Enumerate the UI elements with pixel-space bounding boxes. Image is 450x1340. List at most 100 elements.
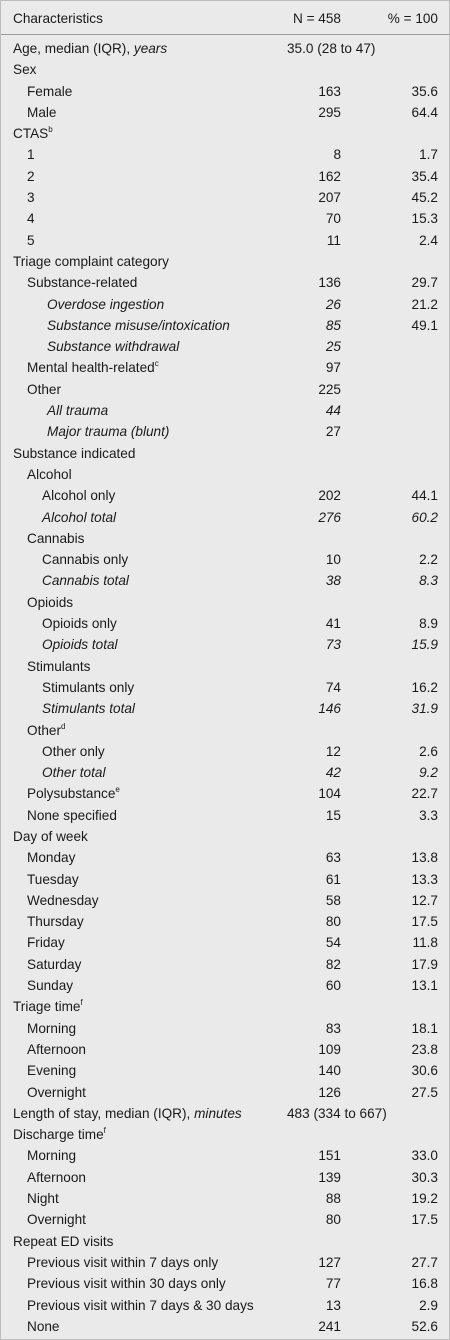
table-row: Repeat ED visits: [1, 1231, 449, 1252]
table-row: Overnight 126 27.5: [1, 1082, 449, 1103]
table-row: 3 207 45.2: [1, 187, 449, 208]
footnote-marker: c: [154, 359, 159, 369]
row-percent: 15.3: [411, 211, 438, 227]
table-row: Age, median (IQR), years 35.0 (28 to 47): [1, 38, 449, 59]
row-percent: 15.9: [411, 637, 438, 653]
row-label: Previous visit within 7 days & 30 days: [27, 1297, 254, 1313]
row-label: Other total: [42, 765, 106, 781]
header-n: N = 458: [293, 11, 341, 26]
row-label: Cannabis only: [42, 552, 129, 568]
row-percent: 12.7: [411, 892, 438, 908]
row-label: Polysubstancee: [27, 785, 120, 802]
row-label: None: [27, 1318, 60, 1334]
row-count: 74: [325, 679, 341, 695]
row-count: 12: [325, 743, 341, 759]
row-percent: 13.3: [411, 871, 438, 887]
table-row: Sunday 60 13.1: [1, 975, 449, 996]
table-row: Other 225: [1, 379, 449, 400]
row-label: Alcohol only: [42, 488, 116, 504]
table-row: Triage complaint category: [1, 251, 449, 272]
row-percent: 29.7: [411, 275, 438, 291]
row-percent: 16.8: [411, 1276, 438, 1292]
row-percent: 2.9: [419, 1297, 438, 1313]
row-label: Stimulants: [27, 658, 91, 674]
row-percent: 13.8: [411, 850, 438, 866]
row-percent: 31.9: [411, 701, 438, 717]
row-label: Overdose ingestion: [47, 296, 165, 312]
row-percent: 2.2: [419, 552, 438, 568]
row-label: Opioids: [27, 594, 74, 610]
row-count: 13: [325, 1297, 341, 1313]
row-label: 1: [27, 147, 35, 163]
table-row: Morning 83 18.1: [1, 1018, 449, 1039]
table-row: Overdose ingestion 26 21.2: [1, 294, 449, 315]
row-count: 27: [325, 424, 341, 440]
row-label: 4: [27, 211, 35, 227]
table-row: Other only 12 2.6: [1, 741, 449, 762]
row-count: 295: [318, 104, 341, 120]
row-label: Cannabis: [27, 530, 85, 546]
row-count: 126: [318, 1084, 341, 1100]
row-label: Substance-related: [27, 275, 138, 291]
row-label: Evening: [27, 1063, 77, 1079]
row-percent: 27.5: [411, 1084, 438, 1100]
row-percent: 3.3: [419, 807, 438, 823]
row-count: 202: [318, 488, 341, 504]
row-percent: 23.8: [411, 1041, 438, 1057]
table-row: Opioids only 41 8.9: [1, 613, 449, 634]
row-percent: 30.3: [411, 1169, 438, 1185]
row-count: 225: [318, 381, 341, 397]
row-label: Sunday: [27, 978, 74, 994]
table-row: Previous visit within 7 days & 30 days 13…: [1, 1295, 449, 1316]
footnote-marker: d: [61, 721, 66, 731]
row-count: 26: [325, 296, 341, 312]
row-label: Alcohol: [27, 466, 72, 482]
table-row: 1 8 1.7: [1, 144, 449, 165]
row-count: 8: [333, 147, 341, 163]
row-count: 140: [318, 1063, 341, 1079]
table-row: Substance withdrawal 25: [1, 336, 449, 357]
row-count: 60: [325, 978, 341, 994]
row-percent: 60.2: [411, 509, 438, 525]
row-percent: 1.7: [419, 147, 438, 163]
row-label: Triage timef: [13, 998, 83, 1015]
footnote-marker: e: [115, 785, 120, 795]
row-label: Female: [27, 83, 73, 99]
row-count: 88: [325, 1191, 341, 1207]
table-row: Cannabis total 38 8.3: [1, 570, 449, 591]
row-label: Night: [27, 1191, 59, 1207]
table-row: Other total 42 9.2: [1, 762, 449, 783]
row-percent: 13.1: [411, 978, 438, 994]
row-count: 151: [318, 1148, 341, 1164]
row-label: Alcohol total: [42, 509, 117, 525]
row-percent: 17.5: [411, 914, 438, 930]
table-row: Stimulants total 146 31.9: [1, 698, 449, 719]
row-summary-value: 483 (334 to 667): [287, 1105, 387, 1121]
table-row: Day of week: [1, 826, 449, 847]
table-row: Mental health-relatedc 97: [1, 357, 449, 378]
row-count: 97: [325, 360, 341, 376]
table-row: 5 11 2.4: [1, 230, 449, 251]
row-label: Opioids total: [42, 637, 118, 653]
row-label: Saturday: [27, 956, 82, 972]
table-row: Evening 140 30.6: [1, 1060, 449, 1081]
row-count: 136: [318, 275, 341, 291]
row-percent: 17.5: [411, 1212, 438, 1228]
table-row: Otherd: [1, 720, 449, 741]
row-label: 2: [27, 168, 35, 184]
table-row: 2 162 35.4: [1, 166, 449, 187]
row-count: 77: [325, 1276, 341, 1292]
row-label: Thursday: [27, 914, 84, 930]
table-row: Morning 151 33.0: [1, 1145, 449, 1166]
table-row: Cannabis only 10 2.2: [1, 549, 449, 570]
row-percent: 9.2: [419, 765, 438, 781]
row-label: Stimulants total: [42, 701, 135, 717]
row-label: All trauma: [47, 403, 109, 419]
row-count: 15: [325, 807, 341, 823]
row-count: 207: [318, 190, 341, 206]
row-label: Other only: [42, 743, 105, 759]
row-percent: 27.7: [411, 1254, 438, 1270]
row-label: Day of week: [13, 828, 88, 844]
table-row: Substance indicated: [1, 443, 449, 464]
table-row: Previous visit within 30 days only 77 16.8: [1, 1273, 449, 1294]
